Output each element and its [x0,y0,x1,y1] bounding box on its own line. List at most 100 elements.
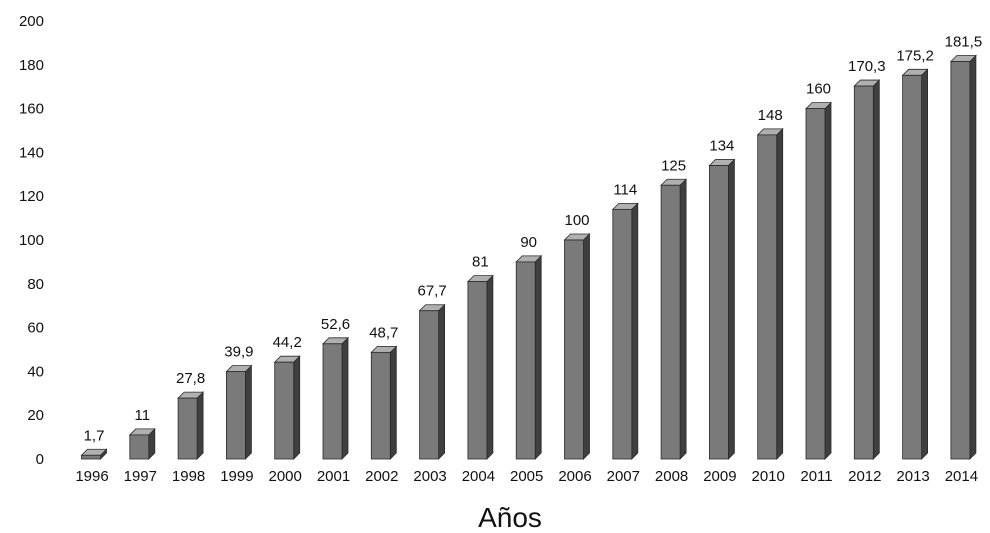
bar [322,336,349,460]
bar-value-label: 39,9 [224,344,253,361]
bar [225,364,253,460]
bar [708,158,736,460]
x-tick-label: 1999 [220,468,253,485]
bar-front [660,184,681,460]
bars-group [80,54,977,460]
bar [901,68,929,460]
x-tick-label: 2011 [800,468,832,485]
bar-front [322,343,343,460]
bar-front [274,361,295,460]
x-tick-label: 2003 [413,468,446,485]
data-labels-group: 1,7 11 27,8 39,9 44,2 52,6 48,7 67,7 81 90 100 114 1… [84,34,983,445]
bar-value-label: 1,7 [84,427,105,444]
bar-side [679,178,687,460]
x-tick-label: 2001 [317,468,350,485]
x-tick-label: 2012 [848,468,881,485]
bar-side [341,336,349,460]
bar [370,345,398,460]
bar-value-label: 52,6 [321,316,350,333]
bar-front [564,239,584,460]
bar-value-label: 48,7 [369,324,398,341]
bar-side [438,303,446,460]
y-tick-label: 80 [27,276,44,293]
bar-side [293,355,301,460]
bar-side [583,233,590,460]
bar [611,202,639,460]
bar [515,254,543,460]
bar-value-label: 181,5 [945,34,983,51]
x-tick-label: 1997 [124,468,157,485]
bar [177,391,205,460]
y-tick-label: 200 [19,13,44,30]
x-tick-label: 2006 [558,468,591,485]
x-axis-title: Años [478,502,542,533]
bar-side [389,345,397,460]
y-tick-label: 160 [19,101,44,118]
y-tick-label: 140 [19,144,44,161]
bar-value-label: 160 [806,81,831,98]
bar [949,54,977,460]
y-tick-label: 20 [27,407,44,424]
bar-value-label: 11 [135,407,151,424]
bar-value-label: 148 [758,107,783,124]
bar-value-label: 170,3 [848,58,886,75]
bar-value-label: 67,7 [417,283,446,300]
bar [418,303,446,460]
x-tick-label: 2007 [607,468,640,485]
bar [805,101,832,460]
bar-front [902,74,922,460]
y-axis-ticks: 0 20 40 60 80 100 120 140 160 180 200 [19,13,44,468]
bar-side [824,101,832,460]
y-tick-label: 120 [19,188,44,205]
bar-value-label: 81 [472,254,489,271]
bar-front [805,108,826,460]
bar-value-label: 100 [564,212,589,229]
y-tick-label: 40 [27,363,44,380]
x-tick-label: 2002 [365,468,398,485]
x-tick-label: 1996 [75,468,108,485]
bar [853,79,881,460]
bar-side [921,68,928,460]
bar-value-label: 134 [709,138,734,155]
x-tick-label: 2000 [269,468,302,485]
bar-value-label: 125 [661,157,686,174]
bar-side [872,79,880,460]
bar-front [419,310,440,460]
bar-side [486,274,494,460]
bar-side [969,54,977,460]
bar [563,233,591,460]
x-tick-label: 2008 [655,468,688,485]
x-tick-label: 2004 [462,468,495,485]
bar-front [709,165,729,460]
x-tick-label: 1998 [172,468,205,485]
bar-front [950,61,971,460]
bar-front [467,281,488,460]
bar-side [196,391,204,460]
bar-front [853,85,874,460]
y-tick-label: 60 [27,320,44,337]
bar-front [129,434,150,460]
y-tick-label: 100 [19,232,44,249]
bar-side [631,202,639,460]
bar [660,178,688,460]
bar-front [225,371,246,460]
bar-front [81,454,101,460]
x-tick-label: 2013 [896,468,929,485]
bar-value-label: 90 [520,234,537,251]
y-tick-label: 0 [36,451,44,468]
x-axis-ticks: 1996 1997 1998 1999 2000 2001 2002 2003 2004 2005… [75,468,978,485]
bar [273,355,301,460]
bar [128,427,156,460]
bar-front [177,397,198,460]
bar-value-label: 175,2 [896,47,934,64]
bar-value-label: 27,8 [176,370,205,387]
bar-front [612,208,633,460]
bar-front [370,351,391,460]
bar-side [534,254,542,460]
bar-side [728,158,735,460]
x-tick-label: 2014 [945,468,978,485]
x-tick-label: 2010 [752,468,785,485]
x-tick-label: 2005 [510,468,543,485]
